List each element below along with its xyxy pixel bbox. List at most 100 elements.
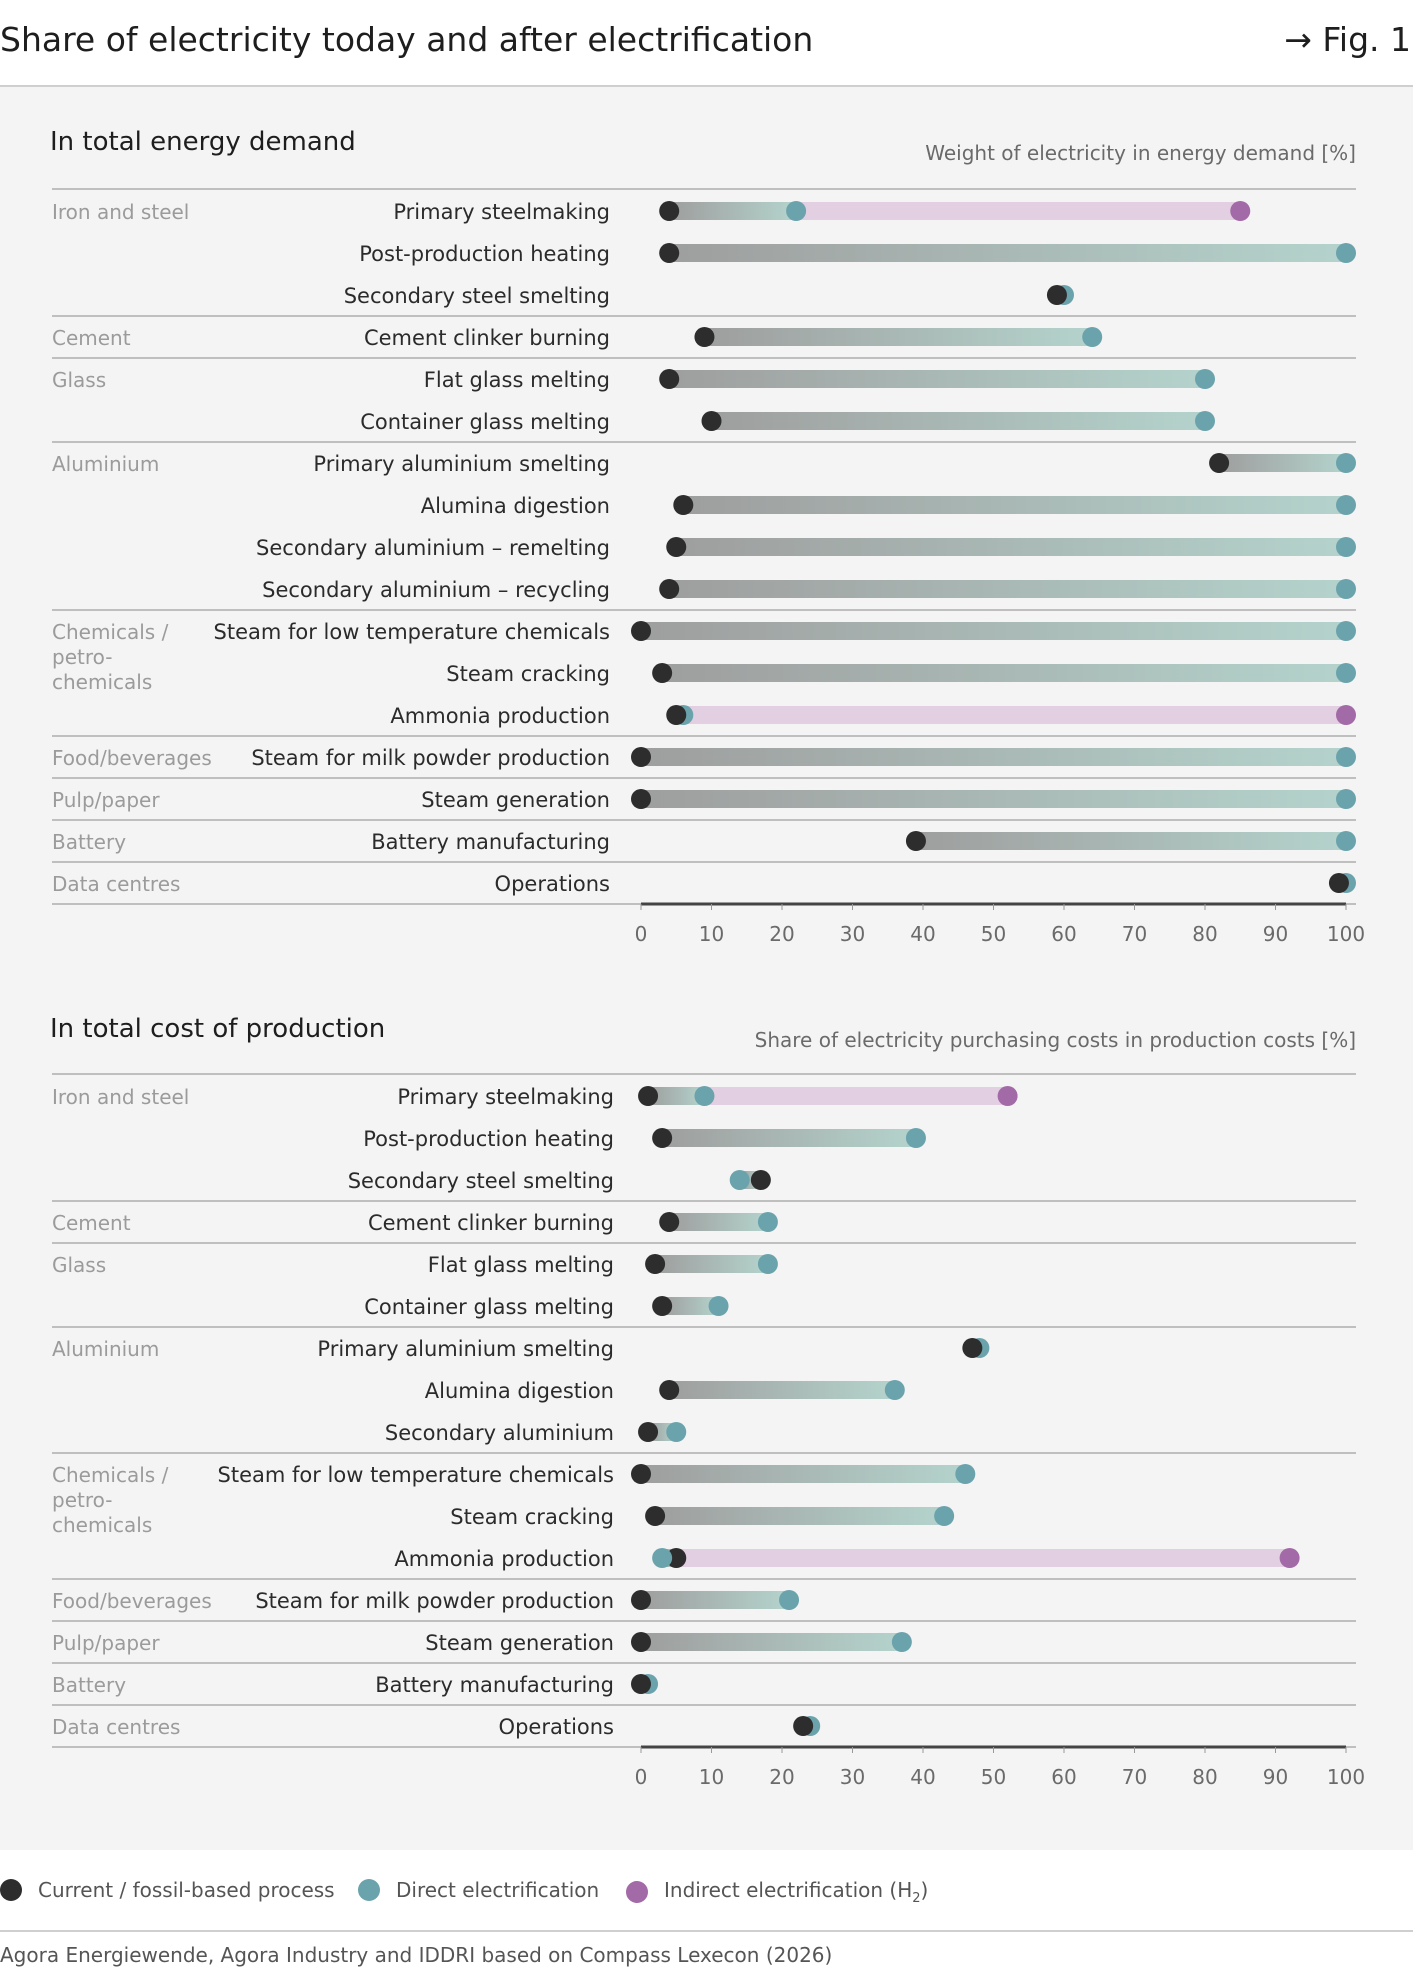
bar-to-indirect (796, 202, 1241, 220)
dot-current (1209, 453, 1230, 473)
x-tick-label: 0 (635, 922, 648, 946)
process-label: Primary steelmaking (397, 1085, 614, 1109)
sector-label: Cement (52, 1211, 131, 1235)
dot-current (631, 1590, 651, 1610)
x-tick-label: 70 (1122, 922, 1147, 946)
dot-current (659, 1380, 680, 1400)
unit-label: Weight of electricity in energy demand [… (925, 141, 1356, 165)
legend-direct-dot (358, 1879, 380, 1901)
dot-direct (757, 1254, 778, 1274)
dot-current (1046, 285, 1067, 305)
sector-label: chemicals (52, 1513, 152, 1537)
panel-title: In total cost of production (50, 1014, 385, 1044)
dot-current (631, 747, 651, 767)
process-label: Alumina digestion (425, 1379, 614, 1403)
x-tick-label: 20 (769, 1765, 794, 1789)
dot-current (659, 579, 680, 599)
process-label: Cement clinker burning (364, 326, 610, 350)
process-label: Ammonia production (394, 1547, 614, 1571)
bar-fossil-to-direct (683, 496, 1346, 514)
dot-indirect (997, 1086, 1018, 1106)
legend-direct-label: Direct electrification (396, 1878, 600, 1902)
dot-direct (955, 1464, 976, 1484)
bar-fossil-to-direct (641, 1591, 790, 1609)
dot-direct (1082, 327, 1103, 347)
bar-fossil-to-direct (648, 1087, 705, 1105)
dot-direct (1336, 663, 1356, 683)
dot-direct (1336, 243, 1356, 263)
bar-fossil-to-direct (641, 1465, 966, 1483)
dot-current (659, 369, 680, 389)
dot-current (652, 663, 673, 683)
x-tick-label: 20 (769, 922, 794, 946)
legend-current-dot (0, 1879, 22, 1901)
process-label: Container glass melting (360, 410, 610, 434)
sector-label: Data centres (52, 1715, 180, 1739)
dot-direct (757, 1212, 778, 1232)
bar-fossil-to-direct (669, 1381, 895, 1399)
sector-label: Aluminium (52, 1337, 159, 1361)
dot-direct (1336, 537, 1356, 557)
x-tick-label: 90 (1263, 1765, 1288, 1789)
bar-fossil-to-direct (662, 1297, 719, 1315)
dot-current (666, 705, 687, 725)
sector-label: Cement (52, 326, 131, 350)
x-tick-label: 50 (981, 922, 1006, 946)
sector-label: Pulp/paper (52, 788, 160, 812)
dot-direct (1336, 747, 1356, 767)
bar-fossil-to-direct (711, 412, 1205, 430)
sector-label: petro- (52, 645, 112, 669)
dot-current (666, 537, 687, 557)
legend-indirect-label: Indirect electrification (H2) (664, 1878, 929, 1906)
process-label: Alumina digestion (421, 494, 610, 518)
dot-direct (1336, 495, 1356, 515)
panel-title: In total energy demand (50, 127, 356, 157)
dot-current (631, 1464, 651, 1484)
sector-label: Pulp/paper (52, 1631, 160, 1655)
process-label: Primary aluminium smelting (313, 452, 610, 476)
x-tick-label: 100 (1327, 1765, 1365, 1789)
dot-direct (666, 1422, 687, 1442)
process-label: Flat glass melting (428, 1253, 614, 1277)
bar-fossil-to-direct (641, 1633, 902, 1651)
sector-label: Battery (52, 830, 126, 854)
x-tick-label: 40 (910, 1765, 935, 1789)
process-label: Battery manufacturing (371, 830, 610, 854)
process-label: Steam for low temperature chemicals (214, 620, 611, 644)
process-label: Battery manufacturing (375, 1673, 614, 1697)
process-label: Secondary aluminium – remelting (256, 536, 610, 560)
process-label: Steam cracking (446, 662, 610, 686)
x-tick-label: 60 (1051, 1765, 1076, 1789)
dot-current (652, 1128, 673, 1148)
dot-direct (708, 1296, 729, 1316)
process-label: Flat glass melting (424, 368, 610, 392)
process-label: Steam for low temperature chemicals (218, 1463, 615, 1487)
dot-current (905, 831, 926, 851)
process-label: Cement clinker burning (368, 1211, 614, 1235)
process-label: Secondary steel smelting (344, 284, 610, 308)
bar-fossil-to-direct (669, 370, 1205, 388)
dot-direct (1336, 579, 1356, 599)
dot-direct (905, 1128, 926, 1148)
sector-label: Food/beverages (52, 1589, 212, 1613)
sector-label: Chemicals / (52, 1463, 169, 1487)
sector-label: Battery (52, 1673, 126, 1697)
bar-fossil-to-direct (676, 538, 1346, 556)
sector-label: chemicals (52, 670, 152, 694)
figure-reference: → Fig. 1 (1284, 20, 1411, 59)
dot-current (652, 1296, 673, 1316)
bar-fossil-to-direct (662, 1129, 916, 1147)
dot-current (638, 1086, 659, 1106)
dot-current (666, 1548, 687, 1568)
legend-item-direct: Direct electrification (358, 1878, 599, 1902)
sector-label: Glass (52, 368, 106, 392)
process-label: Steam cracking (450, 1505, 614, 1529)
process-label: Ammonia production (390, 704, 610, 728)
dot-current (645, 1506, 666, 1526)
process-label: Post-production heating (359, 242, 610, 266)
source-note: Agora Energiewende, Agora Industry and I… (0, 1943, 833, 1967)
sector-label: Aluminium (52, 452, 159, 476)
sector-label: Iron and steel (52, 1085, 189, 1109)
process-label: Steam generation (425, 1631, 614, 1655)
bar-fossil-to-direct (704, 328, 1093, 346)
